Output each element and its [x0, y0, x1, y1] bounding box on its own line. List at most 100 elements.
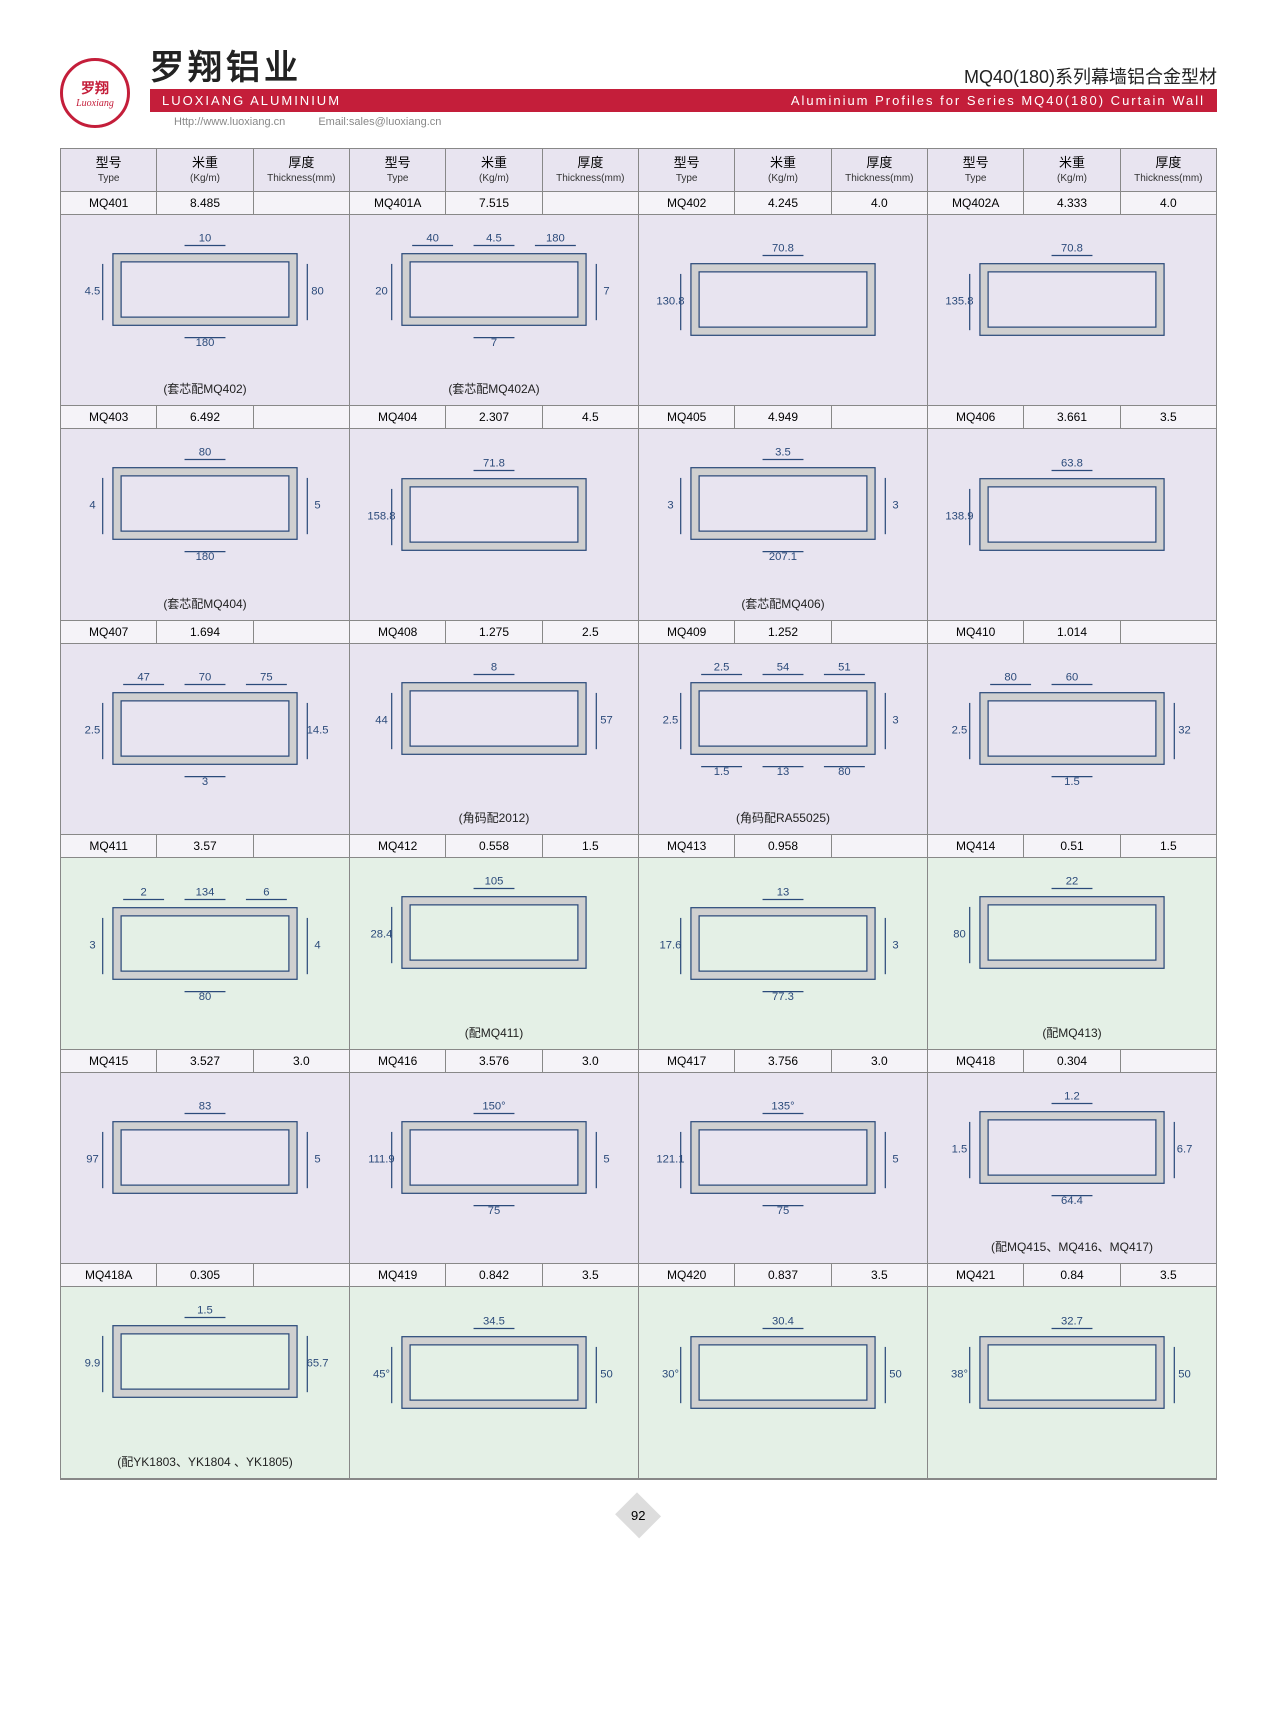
svg-text:4.5: 4.5	[85, 286, 101, 298]
spec-cell-weight: 7.515	[446, 192, 542, 214]
svg-text:1.5: 1.5	[1064, 776, 1080, 788]
spec-cell-weight: 1.252	[735, 621, 831, 643]
spec-cell-thick: 2.5	[543, 621, 638, 643]
svg-text:32.7: 32.7	[1061, 1315, 1083, 1327]
spec-cell-type: MQ405	[639, 406, 735, 428]
svg-text:70.8: 70.8	[1061, 243, 1083, 255]
spec-row: MQ418A0.305MQ4190.8423.5MQ4200.8373.5MQ4…	[61, 1264, 1216, 1287]
diagram-note: (角码配2012)	[459, 809, 530, 826]
svg-text:150°: 150°	[482, 1101, 505, 1113]
diagram-note: (配MQ413)	[1042, 1024, 1101, 1041]
spec-cell-thick: 4.0	[1121, 192, 1216, 214]
header-cell-thick: 厚度Thickness(mm)	[1121, 149, 1216, 191]
logo-cn: 罗翔	[81, 78, 109, 98]
svg-text:17.6: 17.6	[660, 939, 682, 951]
spec-cell-thick	[254, 621, 349, 643]
diagram-row: 1.59.965.7(配YK1803、YK1804 、YK1805)34.545…	[61, 1287, 1216, 1478]
svg-text:1.5: 1.5	[714, 766, 730, 778]
svg-text:13: 13	[777, 886, 790, 898]
red-banner: LUOXIANG ALUMINIUM Aluminium Profiles fo…	[150, 89, 1217, 112]
diagram-note: (套芯配MQ406)	[741, 595, 824, 612]
spec-cell-weight: 0.958	[735, 835, 831, 857]
spec-cell-thick	[1121, 621, 1216, 643]
company-name-cn: 罗翔铝业	[150, 40, 302, 89]
profile-diagram: 1317.6377.3	[639, 858, 928, 1048]
spec-cell-weight: 0.51	[1024, 835, 1120, 857]
svg-text:2.5: 2.5	[952, 725, 968, 737]
svg-text:30.4: 30.4	[772, 1315, 794, 1327]
spec-cell-type: MQ407	[61, 621, 157, 643]
svg-text:111.9: 111.9	[368, 1154, 394, 1166]
spec-cell-thick	[254, 406, 349, 428]
spec-cell-weight: 4.949	[735, 406, 831, 428]
profile-diagram: 71.8158.8	[350, 429, 639, 619]
svg-text:75: 75	[777, 1205, 790, 1217]
profile-diagram: 134348026	[61, 858, 350, 1048]
svg-text:2: 2	[140, 886, 146, 898]
spec-cell-weight: 4.245	[735, 192, 831, 214]
spec-cell-type: MQ411	[61, 835, 157, 857]
svg-text:2.5: 2.5	[714, 661, 730, 673]
logo-en: Luoxiang	[76, 98, 114, 109]
svg-text:3.5: 3.5	[775, 447, 791, 459]
svg-text:7: 7	[491, 337, 497, 349]
svg-text:80: 80	[199, 447, 212, 459]
spec-cell-weight: 2.307	[446, 406, 542, 428]
spec-cell-type: MQ401A	[350, 192, 446, 214]
spec-cell-weight: 4.333	[1024, 192, 1120, 214]
profile-diagram: 30.4 30° 50	[639, 1287, 928, 1477]
profile-diagram: 70.8135.8	[928, 215, 1216, 405]
svg-text:30°: 30°	[662, 1368, 679, 1380]
svg-text:9.9: 9.9	[85, 1358, 101, 1370]
header-cell-weight: 米重(Kg/m)	[735, 149, 831, 191]
spec-cell-thick: 3.0	[832, 1050, 927, 1072]
spec-cell-weight: 1.014	[1024, 621, 1120, 643]
spec-cell-weight: 3.661	[1024, 406, 1120, 428]
svg-text:80: 80	[311, 286, 324, 298]
profile-diagram: 104.580180(套芯配MQ402)	[61, 215, 350, 405]
header-cell-type: 型号Type	[928, 149, 1024, 191]
svg-text:14.5: 14.5	[307, 725, 329, 737]
profile-diagram: 2280(配MQ413)	[928, 858, 1216, 1048]
spec-cell-thick: 3.5	[543, 1264, 638, 1286]
svg-text:180: 180	[546, 232, 565, 244]
svg-text:83: 83	[199, 1101, 212, 1113]
svg-text:8: 8	[491, 661, 497, 673]
svg-text:180: 180	[196, 337, 215, 349]
header-cell-thick: 厚度Thickness(mm)	[254, 149, 349, 191]
spec-cell-type: MQ406	[928, 406, 1024, 428]
svg-text:180: 180	[196, 551, 215, 563]
svg-text:50: 50	[889, 1368, 902, 1380]
profile-diagram: 3.533207.1(套芯配MQ406)	[639, 429, 928, 619]
spec-cell-weight: 0.842	[446, 1264, 542, 1286]
svg-text:32: 32	[1178, 725, 1191, 737]
svg-text:20: 20	[375, 286, 388, 298]
svg-text:57: 57	[600, 714, 613, 726]
spec-cell-thick	[832, 621, 927, 643]
svg-text:6.7: 6.7	[1177, 1143, 1193, 1155]
svg-text:3: 3	[892, 714, 898, 726]
svg-text:134: 134	[196, 886, 215, 898]
spec-cell-type: MQ409	[639, 621, 735, 643]
spec-cell-weight: 8.485	[157, 192, 253, 214]
spec-cell-type: MQ417	[639, 1050, 735, 1072]
header-cell-weight: 米重(Kg/m)	[1024, 149, 1120, 191]
spec-cell-type: MQ404	[350, 406, 446, 428]
svg-text:135°: 135°	[771, 1101, 794, 1113]
spec-cell-thick: 3.0	[543, 1050, 638, 1072]
svg-text:70.8: 70.8	[772, 243, 794, 255]
svg-text:1.5: 1.5	[197, 1305, 213, 1317]
svg-text:51: 51	[838, 661, 851, 673]
svg-text:45°: 45°	[373, 1368, 390, 1380]
svg-text:28.4: 28.4	[371, 929, 393, 941]
spec-cell-type: MQ412	[350, 835, 446, 857]
svg-text:5: 5	[892, 1154, 898, 1166]
diagram-row: 13434802610528.4(配MQ411)1317.6377.32280(…	[61, 858, 1216, 1049]
profile-diagram: 4.5207740180(套芯配MQ402A)	[350, 215, 639, 405]
svg-text:63.8: 63.8	[1061, 457, 1083, 469]
title-block: 罗翔铝业 MQ40(180)系列幕墙铝合金型材 LUOXIANG ALUMINI…	[150, 40, 1217, 128]
diagram-note: (配MQ411)	[465, 1024, 523, 1041]
spec-cell-type: MQ408	[350, 621, 446, 643]
spec-cell-weight: 1.275	[446, 621, 542, 643]
diagram-note: (配MQ415、MQ416、MQ417)	[991, 1238, 1153, 1255]
